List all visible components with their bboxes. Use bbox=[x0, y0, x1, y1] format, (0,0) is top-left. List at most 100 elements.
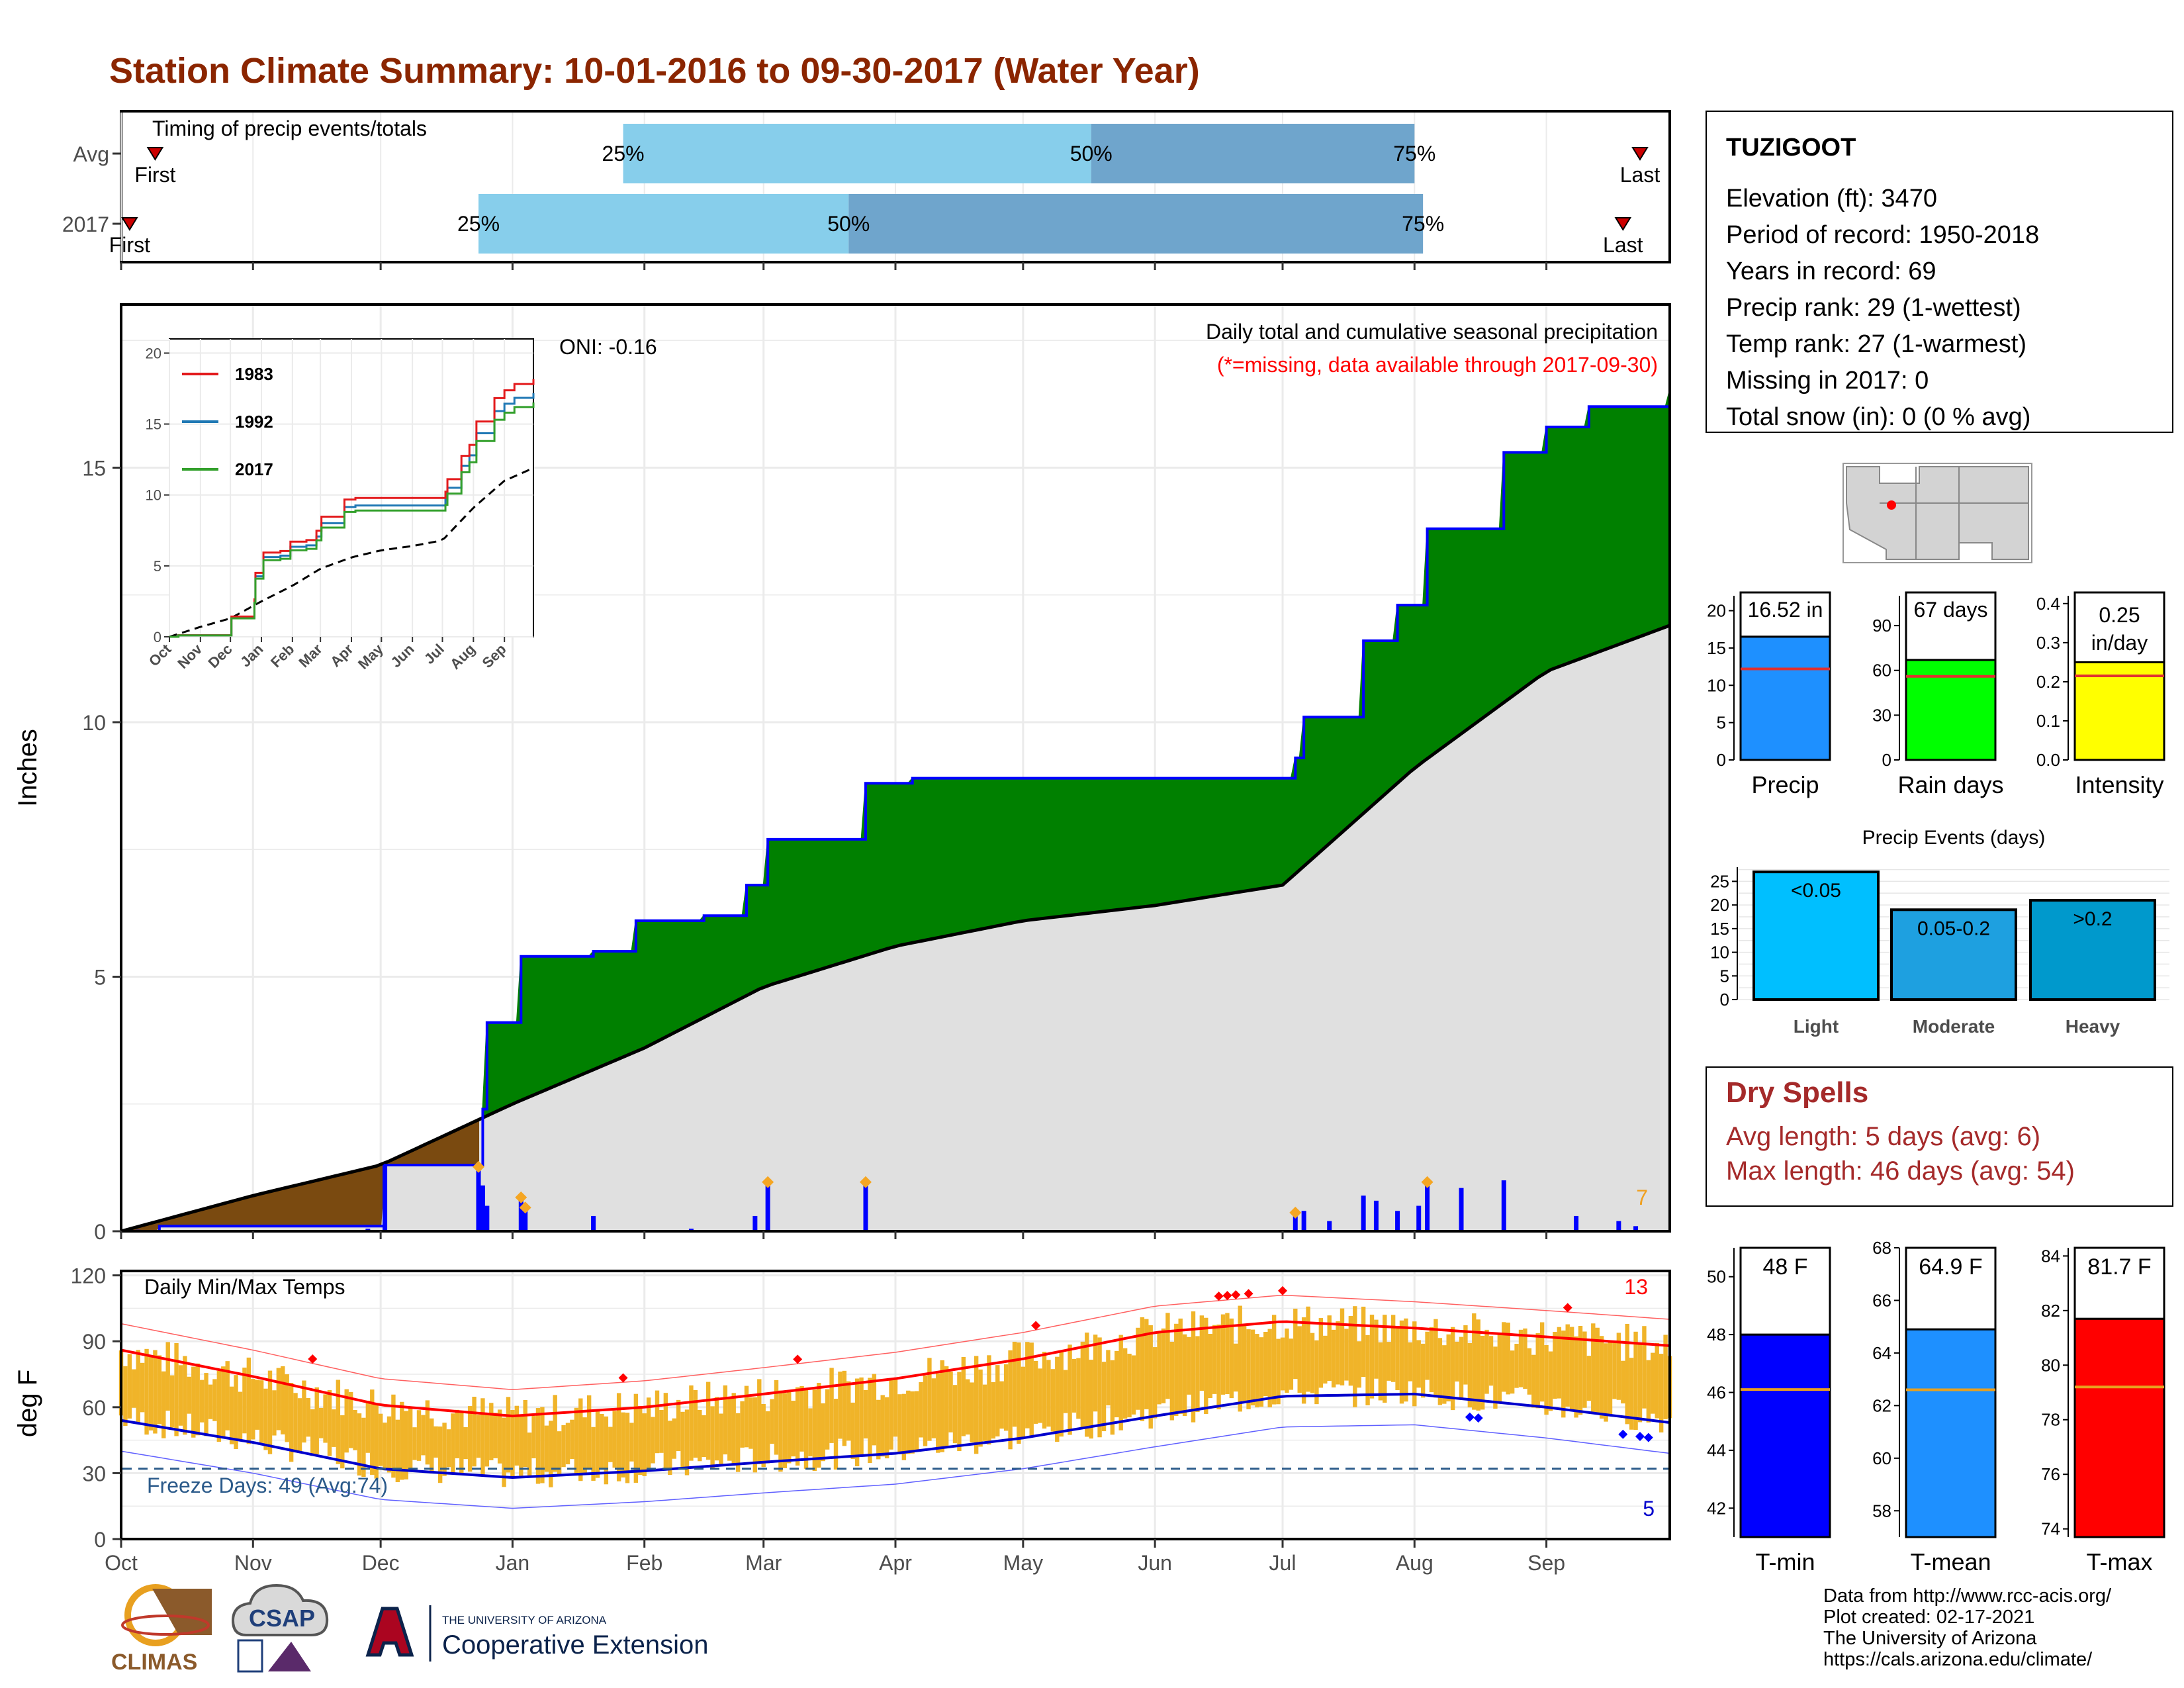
daily-temp-bar bbox=[604, 1416, 609, 1485]
daily-temp-bar bbox=[719, 1413, 723, 1466]
dry-spells-max: Max length: 46 days (avg: 54) bbox=[1726, 1156, 2075, 1186]
mini-bar-value-text: 0.25 bbox=[2099, 603, 2140, 627]
climas-logo: CLIMAS bbox=[111, 1584, 212, 1675]
daily-temp-bar bbox=[361, 1417, 366, 1477]
daily-temp-bar bbox=[132, 1369, 136, 1408]
daily-temp-bar bbox=[1387, 1342, 1391, 1381]
daily-temp-bar bbox=[1136, 1327, 1140, 1410]
avg-cumulative-line bbox=[120, 624, 1670, 1233]
cold-days-count: 5 bbox=[1643, 1497, 1655, 1521]
temp-y-tick-label: 90 bbox=[82, 1330, 106, 1354]
daily-temp-bar bbox=[1157, 1332, 1161, 1405]
temperature-summary-bars: 42 44 46 48 50 48 F T-min 58 60 62 64 66 68 64.9 F T-m… bbox=[1707, 1238, 2165, 1575]
daily-temp-bar bbox=[1390, 1315, 1396, 1382]
daily-temp-bar bbox=[1365, 1335, 1370, 1405]
precip-events-tick-label: 20 bbox=[1710, 895, 1729, 915]
daily-temp-bar bbox=[1038, 1368, 1042, 1423]
daily-temp-bar bbox=[1604, 1343, 1608, 1422]
daily-temp-bar bbox=[1097, 1337, 1102, 1438]
daily-temp-bar bbox=[910, 1391, 915, 1454]
mini-bar-tick-label: 0.3 bbox=[2036, 633, 2060, 653]
daily-temp-bar bbox=[140, 1362, 145, 1413]
temp-summary-tick-label: 80 bbox=[2041, 1355, 2060, 1375]
daily-temp-bar bbox=[1242, 1326, 1247, 1401]
temp-summary-tick-label: 84 bbox=[2041, 1246, 2060, 1266]
daily-temp-bar bbox=[889, 1379, 893, 1450]
daily-temp-bar bbox=[1331, 1329, 1336, 1387]
daily-temp-bar bbox=[974, 1356, 979, 1454]
timing-rows: Avg 25% 50% 75% First Last 2017 25% 50% 75% First L… bbox=[62, 124, 1660, 257]
dry-spells-frame bbox=[1706, 1066, 2173, 1207]
daily-temp-bar bbox=[161, 1371, 166, 1438]
temp-summary-tick-label: 50 bbox=[1707, 1267, 1726, 1287]
mini-bar-category-label: Intensity bbox=[2075, 771, 2163, 798]
month-tick-label: Aug bbox=[1396, 1551, 1433, 1575]
timing-pct-label: 75% bbox=[1402, 212, 1444, 236]
daily-temp-bar bbox=[391, 1394, 396, 1478]
daily-precip-bar bbox=[1301, 1211, 1306, 1231]
daily-temp-bar bbox=[625, 1413, 630, 1483]
daily-temp-bar bbox=[616, 1393, 621, 1481]
daily-temp-bar bbox=[519, 1415, 523, 1476]
record-high-marker bbox=[1563, 1303, 1572, 1313]
daily-temp-bar bbox=[1110, 1360, 1115, 1435]
daily-temp-bar bbox=[765, 1411, 770, 1464]
daily-temp-bar bbox=[749, 1397, 753, 1449]
daily-temp-bar bbox=[1553, 1332, 1557, 1399]
daily-temp-bar bbox=[1085, 1333, 1089, 1437]
daily-temp-bar bbox=[893, 1377, 898, 1437]
temp-summary-bar bbox=[2073, 1317, 2165, 1538]
timing-bar-50-75 bbox=[848, 194, 1424, 254]
precip-event-category-label: Moderate bbox=[1913, 1016, 1995, 1037]
daily-temp-bar bbox=[868, 1378, 872, 1464]
daily-temp-bar bbox=[216, 1370, 222, 1442]
credit-line: Plot created: 02-17-2021 bbox=[1823, 1607, 2034, 1628]
daily-temp-bar bbox=[378, 1413, 383, 1466]
daily-temp-bar bbox=[527, 1432, 532, 1478]
record-low-marker bbox=[1635, 1432, 1645, 1442]
station-location-dot bbox=[1887, 500, 1896, 510]
daily-temp-bar bbox=[1259, 1337, 1264, 1407]
mini-bar-tick-label: 0.2 bbox=[2036, 672, 2060, 692]
daily-temp-bar bbox=[1467, 1342, 1473, 1408]
month-tick-label: Oct bbox=[105, 1551, 138, 1575]
temp-summary-value-text: 81.7 F bbox=[2087, 1254, 2151, 1280]
timing-row-label: Avg bbox=[73, 142, 109, 166]
daily-temp-bar bbox=[752, 1397, 758, 1473]
daily-temp-bar bbox=[246, 1357, 251, 1444]
daily-temp-bar bbox=[850, 1402, 855, 1460]
daily-temp-bar bbox=[1301, 1317, 1306, 1404]
daily-temp-bar bbox=[174, 1342, 179, 1436]
daily-temp-bar bbox=[472, 1396, 477, 1467]
daily-temp-bar bbox=[1025, 1342, 1030, 1429]
daily-temp-bar bbox=[1502, 1322, 1506, 1392]
daily-precip-bar bbox=[1327, 1221, 1332, 1231]
daily-temp-bar bbox=[229, 1386, 234, 1444]
daily-temp-bar bbox=[940, 1360, 944, 1452]
timing-last-label: Last bbox=[1603, 233, 1643, 257]
daily-temp-bar bbox=[901, 1393, 907, 1460]
mini-bar-label-box bbox=[1905, 591, 1997, 661]
daily-temp-bar bbox=[595, 1411, 600, 1478]
mini-bar-tick-label: 90 bbox=[1872, 616, 1891, 635]
daily-temp-bar bbox=[561, 1425, 566, 1468]
daily-temp-bar bbox=[684, 1409, 690, 1476]
daily-temp-bar bbox=[1017, 1342, 1021, 1444]
timing-bar-25-50 bbox=[478, 194, 849, 254]
record-max-line bbox=[120, 1295, 1670, 1391]
daily-temp-bar bbox=[1152, 1347, 1158, 1419]
csap-bars bbox=[237, 1639, 263, 1673]
daily-temp-bar bbox=[404, 1411, 408, 1479]
mini-bar-label-box bbox=[2073, 591, 2165, 663]
daily-temp-bar bbox=[936, 1373, 940, 1453]
daily-temp-bar bbox=[1442, 1345, 1447, 1404]
daily-temp-bar bbox=[944, 1366, 949, 1446]
daily-temp-bar bbox=[1408, 1342, 1413, 1382]
month-tick-label: Sep bbox=[1527, 1551, 1565, 1575]
daily-temp-bar bbox=[812, 1389, 817, 1472]
precip-events-tick-label: 15 bbox=[1710, 919, 1729, 939]
daily-temp-bar bbox=[1314, 1340, 1319, 1405]
mini-bar-intensity: 0.0 0.1 0.2 0.3 0.4 0.25 in/day Intensity bbox=[2036, 591, 2165, 798]
daily-temp-bar bbox=[723, 1385, 728, 1455]
temp-summary-value-text: 64.9 F bbox=[1919, 1254, 1982, 1280]
